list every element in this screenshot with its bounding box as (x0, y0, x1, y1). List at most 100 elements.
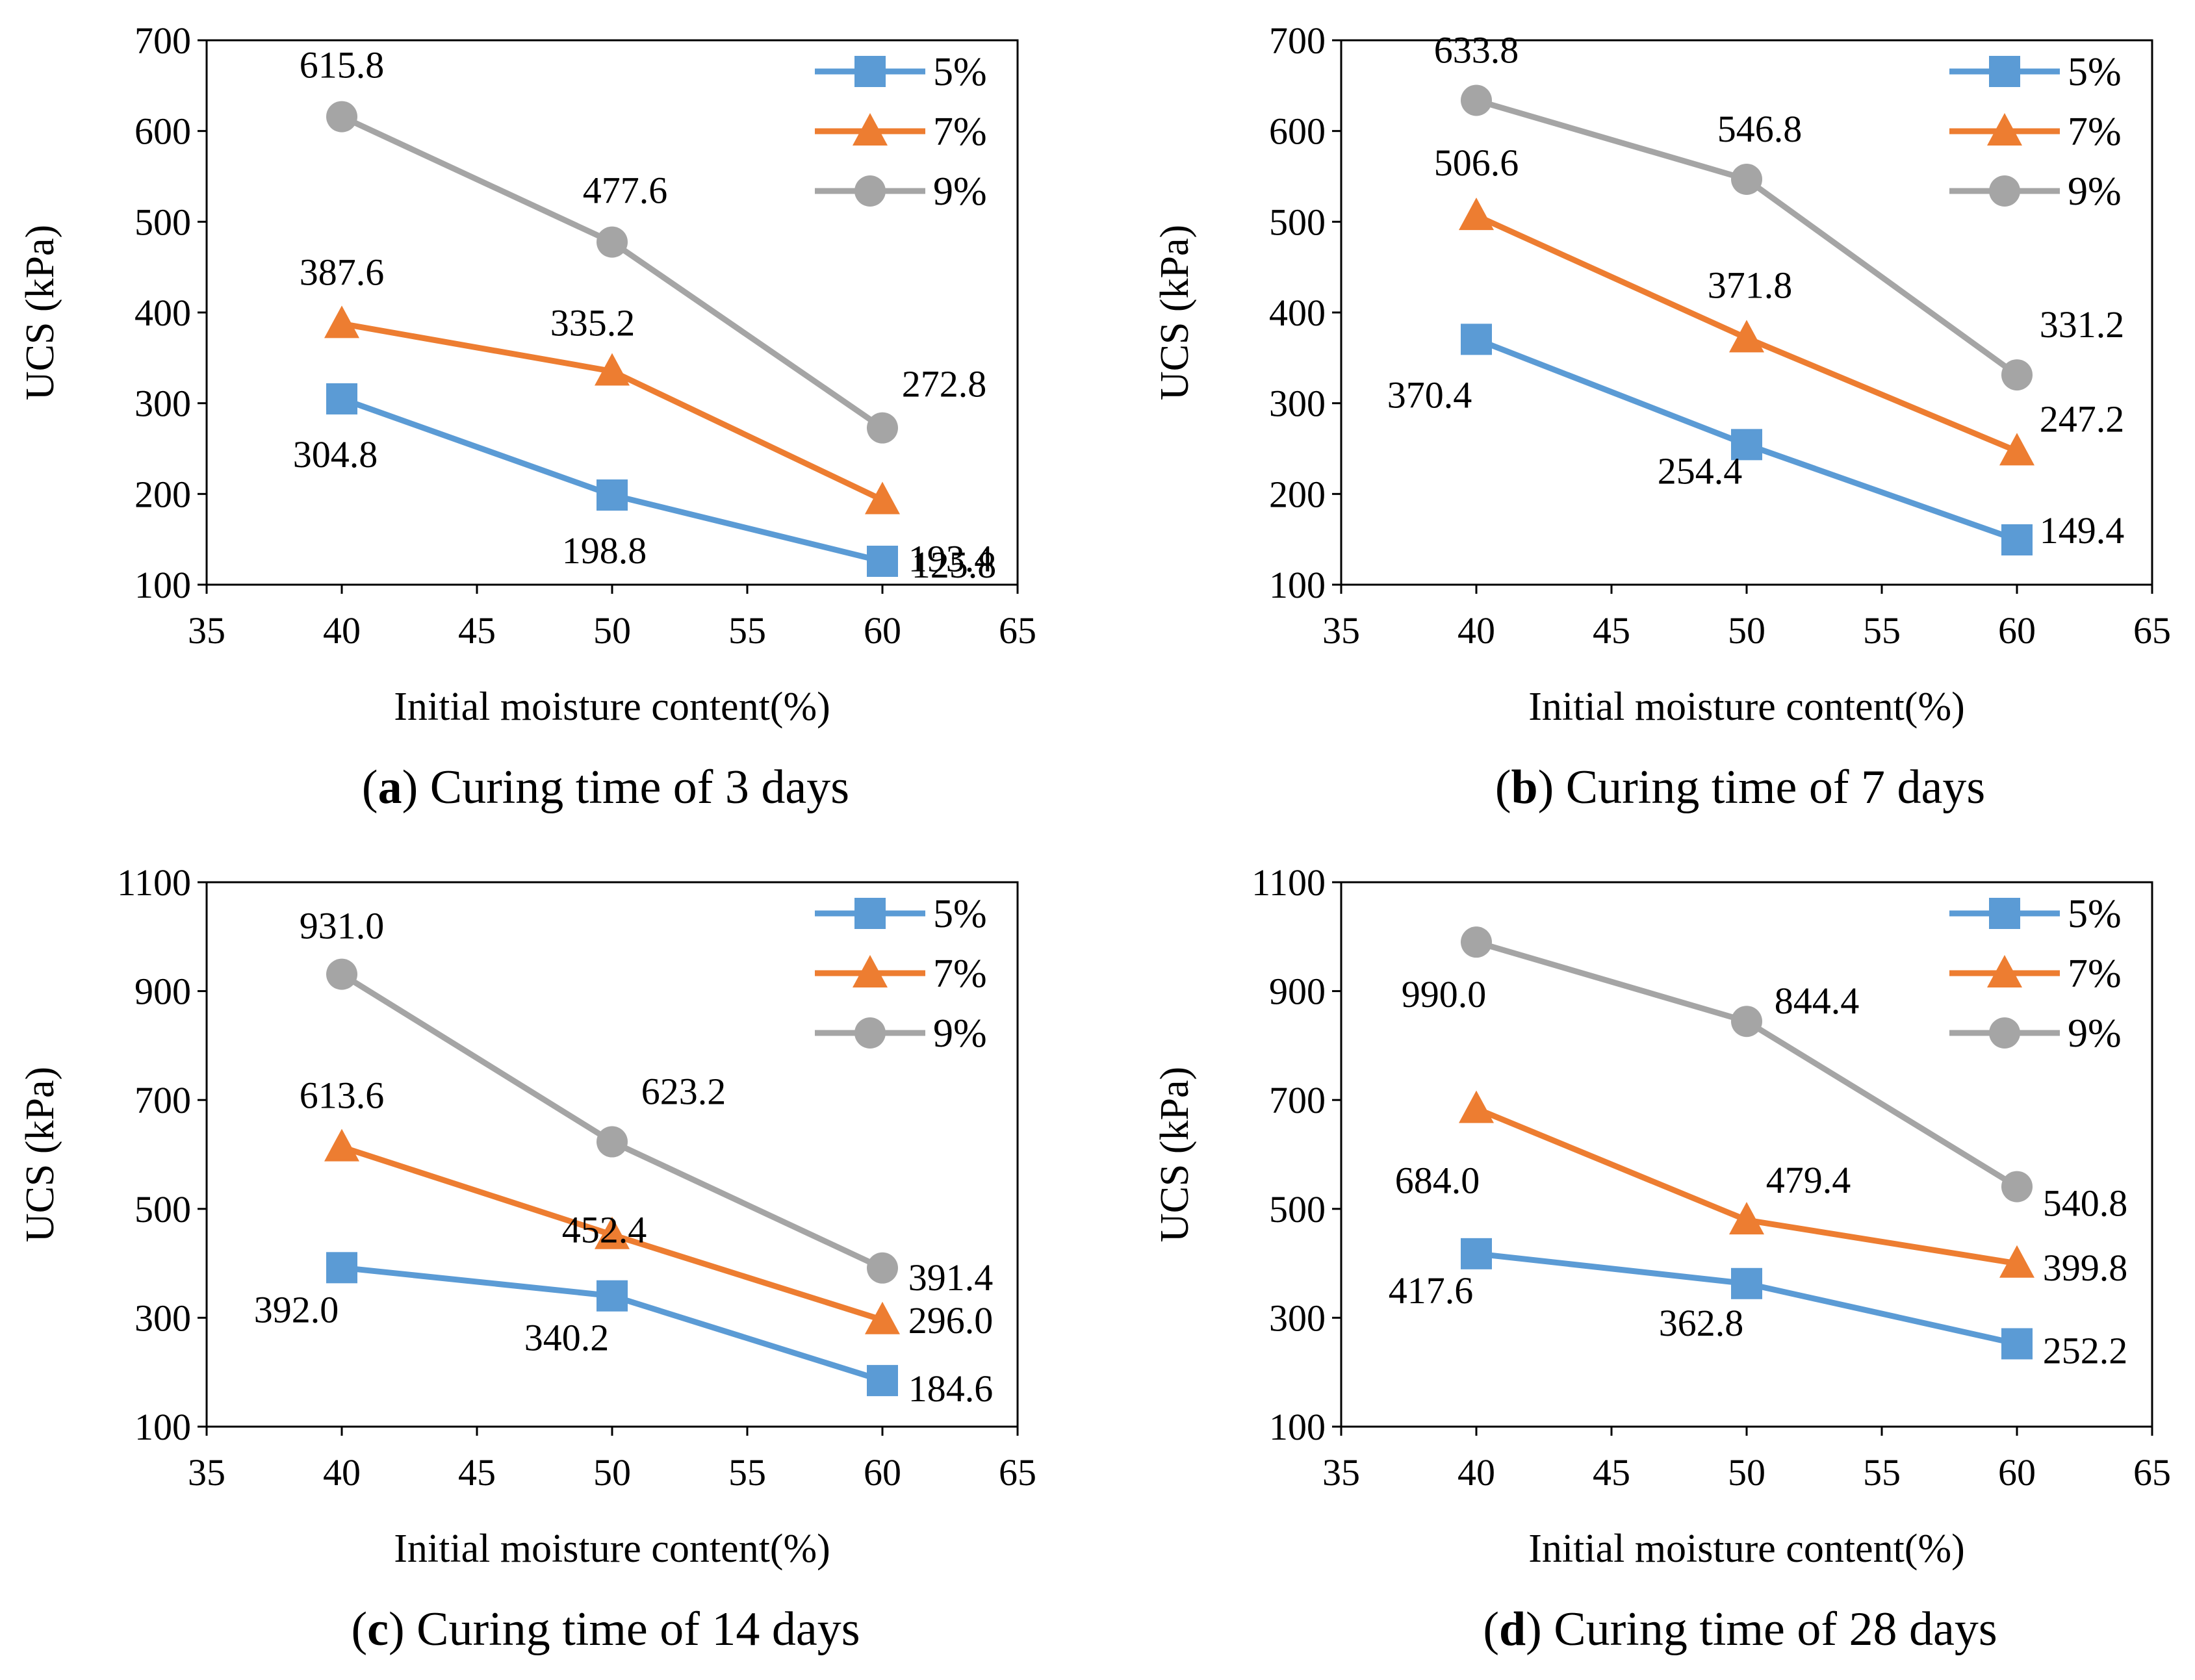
data-label: 254.4 (1658, 450, 1743, 492)
legend-marker (854, 175, 886, 207)
data-point-5pct (2001, 524, 2033, 556)
legend-label: 9% (2068, 1012, 2122, 1056)
x-tick-label: 65 (2133, 1451, 2171, 1494)
data-label: 370.4 (1387, 374, 1472, 416)
chart-panel-a: 100 200 300 400 500 600 700 35 40 45 50 55 60 65 Initi… (18, 19, 1036, 814)
data-label: 399.8 (2043, 1247, 2128, 1289)
data-label: 304.8 (293, 433, 378, 476)
y-tick-label: 700 (1269, 19, 1326, 62)
data-label: 540.8 (2043, 1182, 2128, 1225)
data-label: 417.6 (1389, 1269, 1474, 1312)
y-axis-label: UCS (kPa) (1153, 225, 1197, 400)
data-point-9pct (597, 1126, 628, 1158)
y-tick-label: 200 (135, 473, 191, 515)
x-tick-label: 35 (188, 1451, 225, 1494)
y-tick-label: 300 (1269, 1297, 1326, 1339)
data-point-7pct (595, 353, 630, 386)
y-tick-label: 100 (1269, 1406, 1326, 1448)
legend-label: 9% (933, 1012, 987, 1056)
legend-marker (1989, 1017, 2020, 1049)
data-label: 931.0 (300, 905, 385, 947)
data-label: 990.0 (1402, 973, 1487, 1015)
data-label: 272.8 (902, 363, 987, 405)
data-point-7pct (595, 1216, 630, 1249)
x-tick-label: 60 (864, 609, 901, 652)
y-tick-label: 300 (135, 383, 191, 425)
data-point-5pct (867, 1365, 898, 1397)
panel-letter: b (1511, 761, 1537, 814)
x-tick-label: 60 (864, 1451, 901, 1494)
data-point-5pct (597, 479, 628, 511)
panel-caption: (a) Curing time of 3 days (362, 761, 849, 814)
data-label: 252.2 (2043, 1329, 2128, 1371)
legend-label: 5% (2068, 50, 2122, 94)
data-label: 247.2 (2040, 398, 2125, 440)
data-label: 452.4 (562, 1209, 647, 1251)
data-label: 844.4 (1775, 980, 1860, 1022)
y-tick-label: 700 (135, 19, 191, 62)
legend-marker (1989, 56, 2020, 87)
legend-label: 7% (933, 952, 987, 996)
y-tick-label: 300 (135, 1297, 191, 1339)
data-point-9pct (1731, 1006, 1762, 1037)
x-tick-label: 50 (1728, 609, 1765, 652)
x-tick-label: 55 (1863, 609, 1901, 652)
legend-label: 5% (2068, 892, 2122, 936)
x-tick-label: 55 (728, 1451, 766, 1494)
data-label: 615.8 (300, 44, 385, 86)
legend-label: 7% (933, 110, 987, 154)
data-label: 362.8 (1659, 1302, 1744, 1344)
data-label: 371.8 (1708, 264, 1793, 306)
data-point-7pct (1729, 320, 1764, 353)
data-label: 546.8 (1717, 108, 1803, 150)
x-tick-label: 35 (1322, 609, 1360, 652)
legend-marker (853, 955, 888, 987)
y-tick-label: 500 (135, 201, 191, 243)
x-tick-label: 50 (593, 1451, 631, 1494)
data-point-7pct (1729, 1202, 1764, 1235)
legend-marker (1989, 898, 2020, 929)
data-point-5pct (597, 1280, 628, 1312)
x-tick-label: 45 (1593, 609, 1630, 652)
data-point-7pct (1999, 1245, 2035, 1278)
legend-label: 5% (933, 892, 987, 936)
x-tick-label: 40 (323, 1451, 361, 1494)
data-point-7pct (1459, 1090, 1494, 1123)
x-tick-label: 65 (2133, 609, 2171, 652)
data-label: 633.8 (1434, 29, 1519, 71)
y-tick-label: 600 (135, 110, 191, 153)
data-label: 506.6 (1434, 142, 1519, 184)
data-point-5pct (1731, 1267, 1762, 1299)
y-tick-label: 100 (1269, 564, 1326, 606)
panel-letter: c (367, 1603, 389, 1656)
data-point-7pct (1999, 433, 2035, 466)
data-point-7pct (865, 481, 900, 515)
x-tick-label: 55 (1863, 1451, 1901, 1494)
data-point-9pct (2001, 1171, 2033, 1203)
data-point-9pct (2001, 359, 2033, 391)
y-axis-label: UCS (kPa) (18, 1067, 62, 1242)
x-tick-label: 55 (728, 609, 766, 652)
legend-marker (1987, 955, 2022, 987)
data-point-7pct (1459, 197, 1494, 231)
y-tick-label: 1100 (1252, 861, 1326, 904)
data-point-9pct (1461, 84, 1492, 116)
data-point-5pct (1731, 429, 1762, 461)
data-label: 477.6 (583, 170, 668, 212)
data-label: 125.8 (912, 544, 997, 586)
y-tick-label: 500 (1269, 201, 1326, 243)
x-tick-label: 60 (1998, 609, 2036, 652)
legend-label: 7% (2068, 952, 2122, 996)
x-tick-label: 65 (999, 609, 1036, 652)
data-point-9pct (867, 1252, 898, 1284)
data-label: 198.8 (562, 529, 647, 572)
data-label: 613.6 (300, 1075, 385, 1117)
legend-label: 9% (933, 170, 987, 214)
data-point-9pct (867, 412, 898, 444)
y-axis-label: UCS (kPa) (18, 225, 62, 400)
x-axis-label: Initial moisture content(%) (1528, 685, 1964, 729)
panel-letter: d (1499, 1603, 1526, 1656)
data-point-9pct (326, 101, 357, 133)
data-label: 623.2 (641, 1071, 726, 1113)
